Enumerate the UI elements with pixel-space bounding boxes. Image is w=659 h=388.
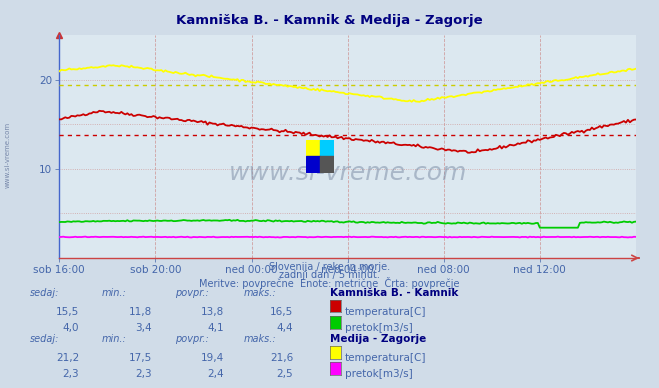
Text: 15,5: 15,5 <box>56 307 79 317</box>
Text: 16,5: 16,5 <box>270 307 293 317</box>
Text: 2,3: 2,3 <box>63 369 79 379</box>
Text: 2,5: 2,5 <box>277 369 293 379</box>
Text: 3,4: 3,4 <box>135 323 152 333</box>
Text: 17,5: 17,5 <box>129 353 152 363</box>
Text: pretok[m3/s]: pretok[m3/s] <box>345 369 413 379</box>
Bar <box>306 140 320 156</box>
Text: povpr.:: povpr.: <box>175 334 208 345</box>
Text: temperatura[C]: temperatura[C] <box>345 353 426 363</box>
Text: povpr.:: povpr.: <box>175 288 208 298</box>
Text: Kamniška B. - Kamnik & Medija - Zagorje: Kamniška B. - Kamnik & Medija - Zagorje <box>176 14 483 27</box>
Bar <box>320 140 334 156</box>
Text: 2,4: 2,4 <box>208 369 224 379</box>
Text: Slovenija / reke in morje.: Slovenija / reke in morje. <box>269 262 390 272</box>
Text: 19,4: 19,4 <box>201 353 224 363</box>
Text: 21,6: 21,6 <box>270 353 293 363</box>
Text: 21,2: 21,2 <box>56 353 79 363</box>
Text: 4,4: 4,4 <box>277 323 293 333</box>
Text: sedaj:: sedaj: <box>30 334 59 345</box>
Text: maks.:: maks.: <box>244 334 277 345</box>
Text: temperatura[C]: temperatura[C] <box>345 307 426 317</box>
Text: Medija - Zagorje: Medija - Zagorje <box>330 334 426 345</box>
Text: Kamniška B. - Kamnik: Kamniška B. - Kamnik <box>330 288 458 298</box>
Text: 13,8: 13,8 <box>201 307 224 317</box>
Text: min.:: min.: <box>102 334 127 345</box>
Text: 2,3: 2,3 <box>135 369 152 379</box>
Text: 11,8: 11,8 <box>129 307 152 317</box>
Text: sedaj:: sedaj: <box>30 288 59 298</box>
Text: 4,0: 4,0 <box>63 323 79 333</box>
Text: maks.:: maks.: <box>244 288 277 298</box>
Text: Meritve: povprečne  Enote: metrične  Črta: povprečje: Meritve: povprečne Enote: metrične Črta:… <box>199 277 460 289</box>
Text: pretok[m3/s]: pretok[m3/s] <box>345 323 413 333</box>
Text: zadnji dan / 5 minut.: zadnji dan / 5 minut. <box>279 270 380 280</box>
Text: min.:: min.: <box>102 288 127 298</box>
Bar <box>306 156 320 173</box>
Text: www.si-vreme.com: www.si-vreme.com <box>5 122 11 188</box>
Text: 4,1: 4,1 <box>208 323 224 333</box>
Bar <box>320 156 334 173</box>
Text: www.si-vreme.com: www.si-vreme.com <box>229 161 467 185</box>
